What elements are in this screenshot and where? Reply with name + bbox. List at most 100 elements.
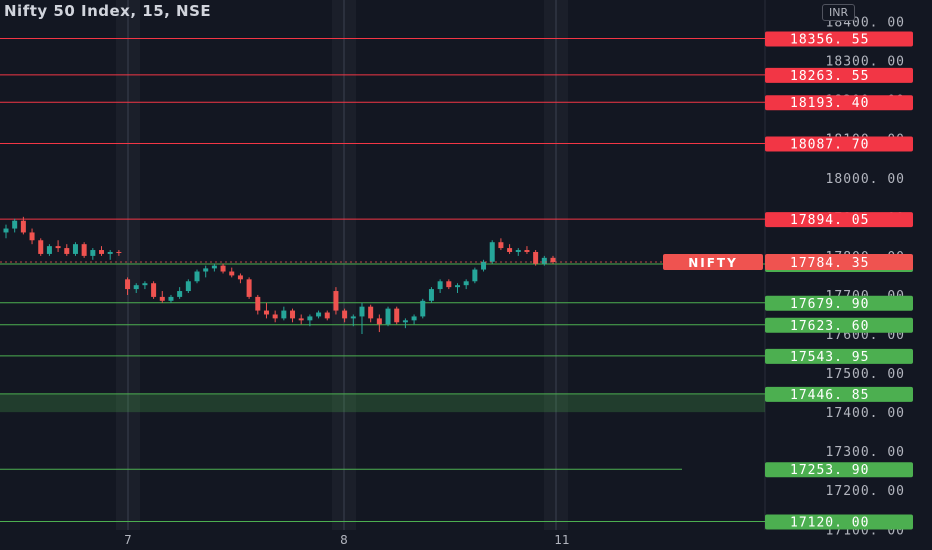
candle-body	[376, 318, 382, 325]
candle-body	[185, 281, 191, 292]
support-level-label: 17543. 95	[790, 350, 869, 365]
candle-body	[72, 244, 78, 254]
resistance-level-label-bg	[765, 136, 913, 152]
candle-body	[3, 228, 9, 233]
y-axis-tick-label: 17200. 00	[826, 484, 905, 499]
candle-body	[385, 308, 391, 325]
candle-body	[498, 242, 504, 249]
y-axis-tick-label: 18000. 00	[826, 172, 905, 187]
candle-body	[237, 275, 243, 280]
candle-body	[159, 296, 165, 301]
candle-body	[550, 257, 556, 262]
candle-body	[20, 220, 26, 233]
candle-body	[411, 316, 417, 321]
candle-body	[29, 232, 35, 241]
candle-body	[472, 269, 478, 282]
resistance-level-label: 18193. 40	[790, 96, 869, 111]
last-price-label-bg	[765, 254, 913, 270]
candle-body	[428, 289, 434, 301]
candle-body	[350, 316, 356, 319]
candle-body	[246, 279, 252, 297]
symbol-tag: NIFTY	[688, 256, 738, 270]
candle-body	[507, 248, 513, 252]
candle-body	[359, 306, 365, 317]
candle-body	[368, 306, 374, 319]
support-level-label: 17253. 90	[790, 463, 869, 478]
resistance-level-label-bg	[765, 95, 913, 111]
candle-body	[394, 308, 400, 323]
x-axis-tick-label: 8	[340, 533, 348, 547]
resistance-level-label: 18356. 55	[790, 32, 869, 47]
support-level-label-bg	[765, 386, 913, 402]
support-level-label-bg	[765, 317, 913, 333]
candle-body	[38, 240, 44, 254]
candle-body	[342, 310, 348, 319]
support-level-label: 17679. 90	[790, 297, 869, 312]
candle-body	[99, 250, 105, 254]
candle-body	[541, 257, 547, 264]
candle-body	[220, 265, 226, 272]
support-level-label-bg	[765, 348, 913, 364]
candle-body	[12, 220, 18, 229]
y-axis-tick-label: 18300. 00	[826, 55, 905, 70]
last-price-label: 17784. 35	[790, 256, 869, 271]
candle-body	[142, 283, 148, 286]
resistance-level-label-bg	[765, 212, 913, 228]
candle-body	[437, 281, 443, 290]
y-axis-tick-label: 17300. 00	[826, 445, 905, 460]
candle-body	[168, 296, 174, 301]
symbol-tag-bg	[663, 254, 763, 270]
candle-body	[446, 281, 452, 288]
support-zone	[0, 393, 765, 413]
candle-body	[402, 320, 408, 323]
candle-body	[281, 310, 287, 319]
chart-title: Nifty 50 Index, 15, NSE	[4, 2, 212, 20]
resistance-level-label-bg	[765, 31, 913, 47]
candle-body	[524, 250, 530, 252]
resistance-level-label: 18087. 70	[790, 138, 869, 153]
y-axis-tick-label: 17400. 00	[826, 406, 905, 421]
candle-body	[307, 316, 313, 321]
candle-body	[90, 250, 96, 256]
resistance-level-label-bg	[765, 67, 913, 83]
candle-body	[316, 312, 322, 317]
candle-body	[515, 250, 521, 252]
candle-body	[481, 261, 487, 270]
candle-body	[263, 310, 269, 315]
candle-body	[116, 251, 122, 253]
candle-body	[125, 279, 131, 290]
candle-body	[211, 265, 217, 269]
candle-body	[81, 244, 87, 256]
candle-body	[272, 314, 278, 319]
candle-body	[489, 242, 495, 262]
candle-body	[463, 281, 469, 286]
candle-body	[194, 271, 200, 282]
candle-body	[533, 251, 539, 264]
support-level-label-bg	[765, 295, 913, 311]
support-level-label: 17446. 85	[790, 388, 869, 403]
candle-body	[177, 291, 183, 297]
candle-body	[229, 271, 235, 276]
support-level-label: 17623. 60	[790, 319, 869, 334]
candle-body	[203, 268, 209, 272]
candle-body	[420, 300, 426, 317]
support-level-label-bg	[765, 514, 913, 530]
candle-body	[333, 291, 339, 311]
candle-body	[55, 246, 61, 249]
candle-body	[290, 310, 296, 319]
candle-body	[255, 296, 261, 311]
x-axis-tick-label: 7	[124, 533, 132, 547]
candle-body	[107, 251, 113, 254]
support-level-label: 17120. 00	[790, 515, 869, 530]
y-axis-tick-label: 17500. 00	[826, 367, 905, 382]
support-level-label-bg	[765, 462, 913, 478]
resistance-level-label: 18263. 55	[790, 69, 869, 84]
currency-badge[interactable]: INR	[822, 4, 856, 21]
resistance-level-label: 17894. 05	[790, 213, 869, 228]
candle-body	[151, 283, 157, 297]
candle-body	[64, 248, 70, 254]
candle-body	[46, 246, 52, 254]
candle-body	[324, 312, 330, 319]
candle-body	[133, 285, 139, 290]
